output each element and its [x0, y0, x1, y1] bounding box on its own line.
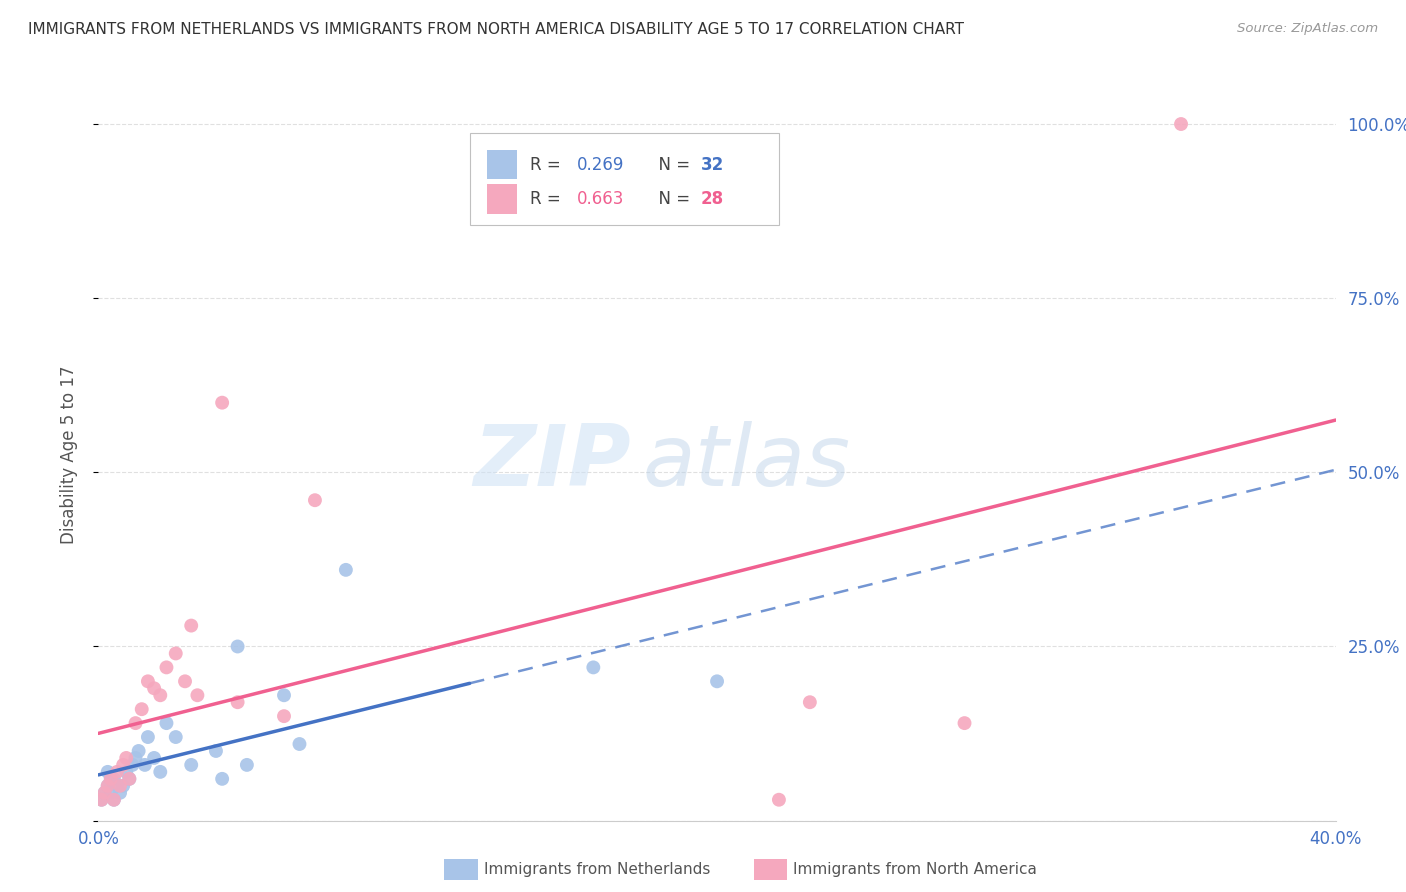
FancyBboxPatch shape — [470, 133, 779, 225]
Point — [143, 681, 166, 696]
Point — [108, 786, 131, 800]
Point — [211, 395, 233, 409]
Point — [112, 779, 135, 793]
Point — [100, 772, 122, 786]
Point — [226, 640, 249, 654]
Point — [768, 793, 790, 807]
Point — [799, 695, 821, 709]
Text: N =: N = — [648, 190, 695, 208]
Text: ZIP: ZIP — [472, 421, 630, 504]
Point — [93, 786, 115, 800]
Point — [165, 730, 187, 744]
Text: Immigrants from North America: Immigrants from North America — [793, 863, 1036, 877]
Point — [124, 716, 146, 731]
Point — [100, 786, 122, 800]
Point — [205, 744, 228, 758]
Point — [226, 695, 249, 709]
Point — [124, 751, 146, 765]
Point — [136, 674, 159, 689]
Text: R =: R = — [530, 190, 567, 208]
FancyBboxPatch shape — [486, 150, 516, 179]
Point — [103, 793, 125, 807]
Point — [112, 758, 135, 772]
Point — [288, 737, 311, 751]
Text: atlas: atlas — [643, 421, 851, 504]
Point — [93, 786, 115, 800]
Text: N =: N = — [648, 155, 695, 174]
Point — [953, 716, 976, 731]
Point — [186, 688, 208, 702]
Point — [155, 716, 177, 731]
Point — [103, 772, 125, 786]
Point — [211, 772, 233, 786]
Point — [149, 688, 172, 702]
Point — [180, 758, 202, 772]
Text: 0.269: 0.269 — [578, 155, 624, 174]
Point — [108, 779, 131, 793]
Text: R =: R = — [530, 155, 567, 174]
Point — [97, 779, 120, 793]
Point — [118, 772, 141, 786]
Point — [136, 730, 159, 744]
Point — [335, 563, 357, 577]
Text: Immigrants from Netherlands: Immigrants from Netherlands — [484, 863, 710, 877]
Text: IMMIGRANTS FROM NETHERLANDS VS IMMIGRANTS FROM NORTH AMERICA DISABILITY AGE 5 TO: IMMIGRANTS FROM NETHERLANDS VS IMMIGRANT… — [28, 22, 965, 37]
Point — [121, 758, 143, 772]
Point — [97, 779, 120, 793]
Point — [582, 660, 605, 674]
Point — [134, 758, 156, 772]
Text: Source: ZipAtlas.com: Source: ZipAtlas.com — [1237, 22, 1378, 36]
FancyBboxPatch shape — [486, 185, 516, 213]
Point — [100, 772, 122, 786]
Point — [1170, 117, 1192, 131]
Point — [105, 779, 128, 793]
Point — [103, 793, 125, 807]
Point — [97, 764, 120, 779]
Y-axis label: Disability Age 5 to 17: Disability Age 5 to 17 — [59, 366, 77, 544]
Point — [273, 688, 295, 702]
Point — [174, 674, 197, 689]
Text: 0.663: 0.663 — [578, 190, 624, 208]
Point — [90, 793, 112, 807]
Text: 32: 32 — [702, 155, 724, 174]
Point — [90, 793, 112, 807]
Point — [105, 764, 128, 779]
Point — [304, 493, 326, 508]
Point — [149, 764, 172, 779]
Point — [143, 751, 166, 765]
Point — [236, 758, 259, 772]
Point — [706, 674, 728, 689]
Point — [180, 618, 202, 632]
Point — [128, 744, 150, 758]
Point — [273, 709, 295, 723]
Point — [115, 751, 138, 765]
Point — [115, 764, 138, 779]
Point — [131, 702, 153, 716]
Point — [118, 772, 141, 786]
Point — [165, 647, 187, 661]
Point — [155, 660, 177, 674]
Text: 28: 28 — [702, 190, 724, 208]
